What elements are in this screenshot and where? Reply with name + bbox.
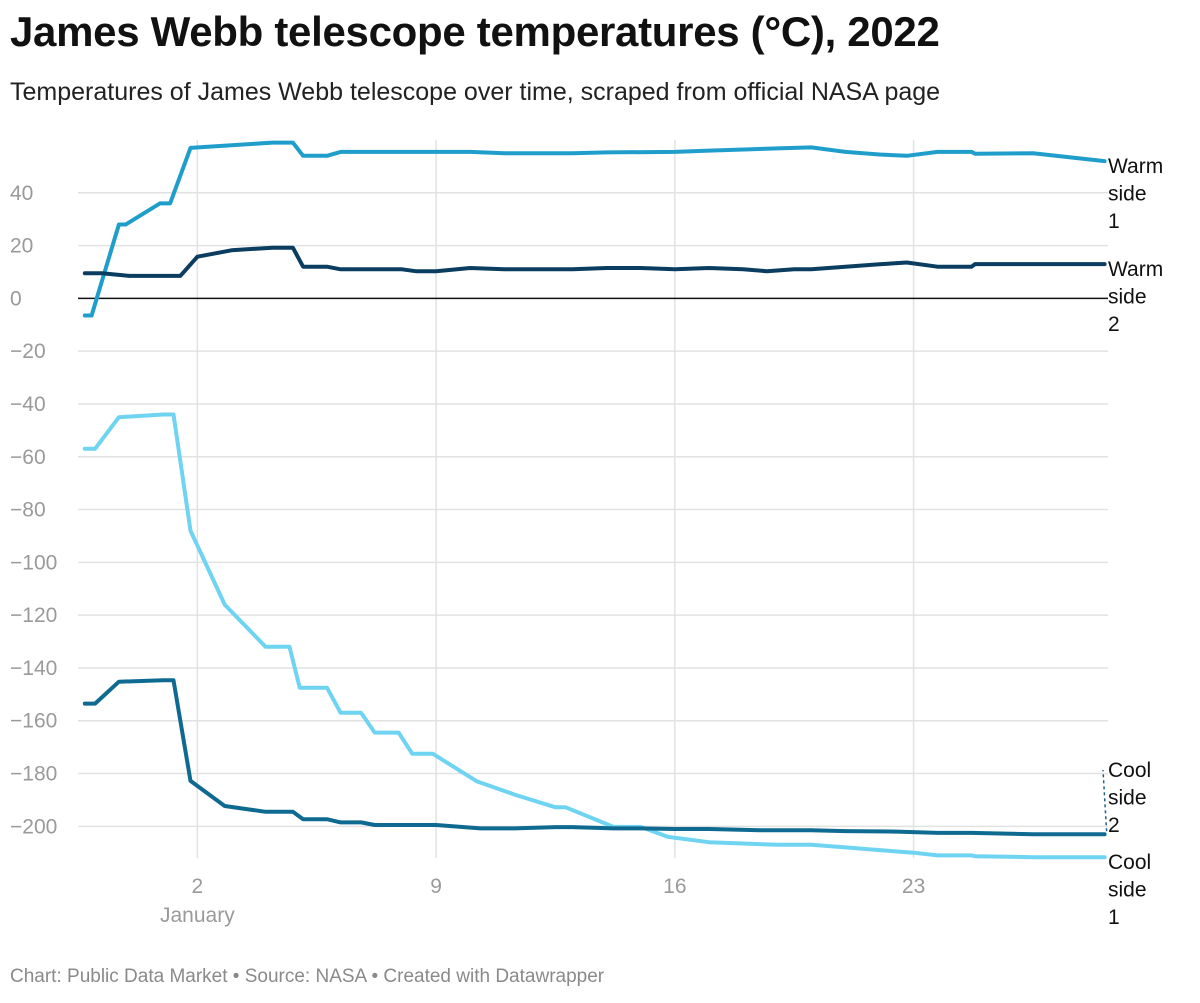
y-tick-label: −140 xyxy=(10,657,57,680)
series-line-cool-side-2 xyxy=(82,678,1107,837)
series-label-line: Cool xyxy=(1108,851,1151,874)
series-line-warm-side-2 xyxy=(82,245,1107,278)
x-tick-label: 23 xyxy=(902,875,925,898)
y-tick-label: −180 xyxy=(10,763,57,786)
series-label-warm-side-2: Warm side 2 xyxy=(1108,258,1163,336)
y-tick-label: −80 xyxy=(10,499,46,522)
x-tick-label: 2 xyxy=(192,875,204,898)
y-tick-label: 40 xyxy=(10,182,33,205)
y-tick-label: −200 xyxy=(10,815,57,838)
series-label-line: Cool xyxy=(1108,759,1151,782)
series-label-line: Warm xyxy=(1108,155,1163,178)
chart-title: James Webb telescope temperatures (°C), … xyxy=(10,8,940,55)
series-label-line: side xyxy=(1108,286,1147,309)
series-label-cool-side-1: Cool side 1 xyxy=(1108,851,1151,929)
y-tick-label: 20 xyxy=(10,235,33,258)
y-tick-label: −120 xyxy=(10,604,57,627)
y-tick-label: −20 xyxy=(10,340,46,363)
y-tick-label: −160 xyxy=(10,710,57,733)
series-label-line: 2 xyxy=(1108,313,1120,336)
y-tick-label: −100 xyxy=(10,551,57,574)
axis-layer: 40 20 0 −20 −40 −60 −80 −100 −120 −140 −160 −180 −20… xyxy=(10,182,1108,927)
series-line-cool-side-1 xyxy=(82,412,1107,860)
grid-layer xyxy=(78,140,1108,858)
x-tick-label: 9 xyxy=(430,875,442,898)
series-label-line: side xyxy=(1108,183,1147,206)
series-layer xyxy=(82,140,1107,860)
line-chart: 40 20 0 −20 −40 −60 −80 −100 −120 −140 −160 −180 −20… xyxy=(10,140,1163,929)
chart-subtitle: Temperatures of James Webb telescope ove… xyxy=(10,78,941,106)
series-label-line: 1 xyxy=(1108,906,1120,929)
series-line-warm-side-1 xyxy=(82,140,1107,318)
series-label-cool-side-2: Cool side 2 xyxy=(1108,759,1151,837)
series-label-line: Warm xyxy=(1108,258,1163,281)
series-label-line: 1 xyxy=(1108,210,1120,233)
series-label-line: side xyxy=(1108,787,1147,810)
cool-side-2-leader-line xyxy=(1102,769,1108,832)
series-label-layer: Warm side 1 Warm side 2 Cool side 1 Cool side 2 xyxy=(1102,155,1163,929)
x-tick-sublabel: January xyxy=(160,904,235,927)
chart-footer: Chart: Public Data Market • Source: NASA… xyxy=(10,966,605,987)
y-tick-label: −60 xyxy=(10,446,46,469)
x-tick-label: 16 xyxy=(663,875,686,898)
series-label-warm-side-1: Warm side 1 xyxy=(1108,155,1163,233)
y-tick-label: 0 xyxy=(10,287,22,310)
series-label-line: side xyxy=(1108,879,1147,902)
series-label-line: 2 xyxy=(1108,814,1120,837)
y-tick-label: −40 xyxy=(10,393,46,416)
